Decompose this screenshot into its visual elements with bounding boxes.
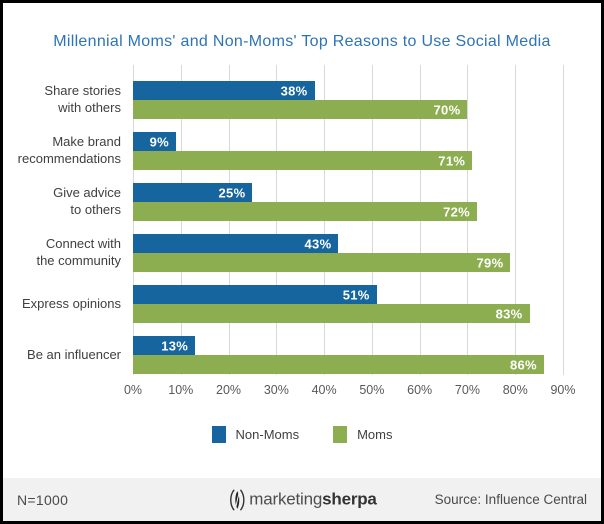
bar-non-moms: 13% [133,336,196,355]
legend: Non-Moms Moms [3,426,601,443]
bar-moms: 79% [133,253,511,272]
x-tick-label-10%: 10% [168,383,194,397]
bar-moms: 72% [133,202,477,221]
x-tick-label-70%: 70% [454,383,480,397]
category-label: Give advice to others [53,185,121,217]
marketingsherpa-logo: marketingsherpa [227,488,377,511]
bar-value-label: 51% [342,287,370,302]
category-label: Express opinions [22,295,121,311]
category-group-be-an-influencer: Be an influencer 13% 86% [3,336,563,374]
bar-non-moms: 43% [133,234,339,253]
bar-value-label: 70% [433,102,461,117]
bar-value-label: 43% [304,236,332,251]
bar-value-label: 79% [476,255,504,270]
bar-non-moms: 38% [133,81,315,100]
source-label: Source: Influence Central [434,492,587,507]
bar-pair: 43% 79% [133,234,563,272]
footer-bar: N=1000 marketingsherpa Source: Influence… [3,478,601,521]
x-tick-label-60%: 60% [407,383,433,397]
bar-value-label: 86% [509,357,537,372]
bar-value-label: 13% [161,338,189,353]
x-tick-label-30%: 30% [263,383,289,397]
bar-value-label: 25% [218,185,246,200]
bar-moms: 70% [133,100,468,119]
bar-pair: 13% 86% [133,336,563,374]
legend-swatch-moms [333,426,348,443]
bar-value-label: 72% [443,204,470,219]
x-tick-label-0%: 0% [123,383,143,397]
category-label: Share stories with others [44,83,121,115]
chart-title: Millennial Moms' and Non-Moms' Top Reaso… [53,33,551,50]
bar-moms: 86% [133,355,544,374]
plot-area: Share stories with others 38% 70% Make bran… [3,65,601,375]
legend-item-moms: Moms [333,426,392,443]
category-label: Make brand recommendations [17,134,121,166]
category-group-give-advice-to-others: Give advice to others 25% 72% [3,183,563,221]
legend-swatch-non-moms [211,426,226,443]
x-tick-label-20%: 20% [216,383,242,397]
bar-pair: 38% 70% [133,81,563,119]
x-tick-label-40%: 40% [311,383,337,397]
bar-moms: 83% [133,304,530,323]
bar-value-label: 9% [149,134,169,149]
sample-size-label: N=1000 [17,491,69,508]
bar-pair: 25% 72% [133,183,563,221]
bar-non-moms: 51% [133,285,377,304]
x-tick-label-80%: 80% [502,383,528,397]
x-tick-label-50%: 50% [359,383,385,397]
bar-value-label: 83% [495,306,523,321]
bar-pair: 51% 83% [133,285,563,323]
leaf-in-parentheses-icon [227,488,247,511]
bar-moms: 71% [133,151,473,170]
category-group-make-brand-recommendations: Make brand recommendations 9% 71% [3,132,563,170]
gridline-80% [515,65,517,375]
gridline-90% [563,65,564,375]
category-label: Connect with the community [36,236,121,268]
bar-value-label: 38% [280,83,308,98]
bar-value-label: 71% [438,153,466,168]
bar-pair: 9% 71% [133,132,563,170]
legend-label-moms: Moms [357,427,393,442]
category-group-share-stories-with-others: Share stories with others 38% 70% [3,81,563,119]
category-group-express-opinions: Express opinions 51% 83% [3,285,563,323]
logo-text-bold: sherpa [322,489,377,509]
legend-item-non-moms: Non-Moms [211,426,300,443]
legend-label-non-moms: Non-Moms [235,427,300,442]
x-axis: 0% 10% 20% 30% 40% 50% 60% 70% 80% 90% [124,383,576,399]
logo-text-regular: marketing [249,489,323,509]
bar-groups: Share stories with others 38% 70% Make bran… [3,81,563,374]
category-group-connect-with-the-community: Connect with the community 43% 79% [3,234,563,272]
bar-non-moms: 25% [133,183,253,202]
category-label: Be an influencer [27,346,121,362]
x-tick-label-90%: 90% [550,383,576,397]
bar-non-moms: 9% [133,132,176,151]
